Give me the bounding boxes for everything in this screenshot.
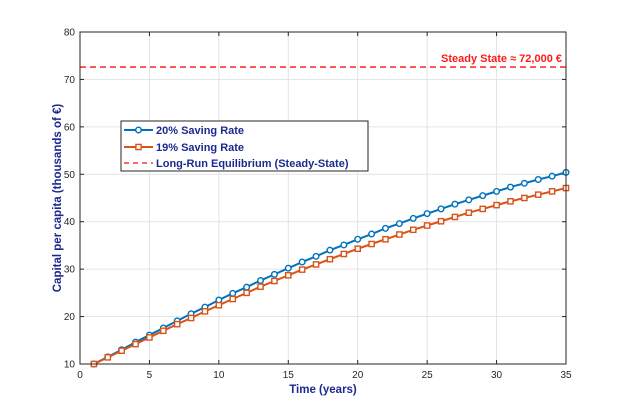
legend-label-20pct: 20% Saving Rate xyxy=(156,125,244,137)
marker-19pct xyxy=(243,289,250,297)
marker-19pct xyxy=(493,201,500,209)
plot-frame xyxy=(79,31,567,365)
x-tick-label: 5 xyxy=(147,370,153,381)
marker-19pct xyxy=(104,354,112,361)
x-tick-label: 30 xyxy=(491,370,503,381)
x-tick-label: 25 xyxy=(422,370,434,381)
marker-19pct xyxy=(271,277,278,285)
y-tick-label: 80 xyxy=(64,28,76,39)
marker-19pct xyxy=(479,205,486,213)
marker-19pct xyxy=(396,231,403,238)
marker-20pct xyxy=(270,270,278,278)
marker-20pct xyxy=(229,289,237,297)
marker-19pct xyxy=(146,334,153,341)
marker-20pct xyxy=(243,283,251,291)
legend-box xyxy=(120,120,369,172)
marker-20pct xyxy=(437,205,445,213)
y-tick-label: 10 xyxy=(64,360,76,371)
marker-19pct xyxy=(451,213,459,221)
marker-19pct xyxy=(132,340,139,348)
x-tick-label: 10 xyxy=(213,370,225,381)
legend: 20% Saving Rate 19% Saving Rate Long-Run… xyxy=(120,120,369,172)
y-tick-label: 60 xyxy=(64,122,76,133)
steady-state-annotation: Steady State ≈ 72,000 € xyxy=(441,53,562,65)
marker-20pct xyxy=(298,258,306,266)
marker-20pct xyxy=(534,176,542,184)
marker-19pct xyxy=(354,245,362,253)
legend-label-steady-state: Long-Run Equilibrium (Steady-State) xyxy=(156,158,349,170)
marker-20pct xyxy=(493,187,501,195)
marker-20pct xyxy=(451,200,459,208)
marker-19pct xyxy=(521,194,528,202)
marker-20pct xyxy=(326,246,334,254)
marker-20pct xyxy=(409,214,417,222)
marker-20pct xyxy=(381,224,389,232)
marker-19pct xyxy=(118,347,125,355)
marker-19pct xyxy=(534,191,542,198)
marker-20pct xyxy=(284,264,292,272)
legend-circle-marker-icon xyxy=(134,126,142,134)
y-tick-label: 50 xyxy=(64,170,76,181)
marker-20pct xyxy=(257,277,265,285)
marker-19pct xyxy=(423,222,431,229)
grid xyxy=(79,31,567,365)
y-tick-label: 20 xyxy=(64,312,76,323)
marker-20pct xyxy=(506,183,514,191)
marker-19pct xyxy=(298,266,306,273)
marker-19pct xyxy=(340,250,348,258)
y-tick-label: 40 xyxy=(64,217,76,228)
tick-labels: 0 5 10 15 20 25 30 35 10 20 30 40 50 60 70 80 xyxy=(64,28,572,382)
y-tick-label: 70 xyxy=(64,75,76,86)
marker-20pct xyxy=(368,230,376,238)
marker-19pct xyxy=(201,308,209,315)
marker-20pct xyxy=(312,252,320,260)
plot-background xyxy=(80,32,566,364)
marker-19pct xyxy=(548,188,556,195)
x-tick-label: 35 xyxy=(560,370,572,381)
marker-19pct xyxy=(507,198,514,205)
marker-19pct xyxy=(284,272,292,279)
marker-20pct xyxy=(340,241,348,249)
x-tick-label: 20 xyxy=(352,370,364,381)
marker-19pct xyxy=(173,320,181,328)
marker-20pct xyxy=(479,192,487,200)
marker-19pct xyxy=(215,301,223,309)
marker-19pct xyxy=(312,261,320,268)
marker-19pct xyxy=(382,235,389,243)
marker-19pct xyxy=(465,209,473,217)
legend-label-19pct: 19% Saving Rate xyxy=(156,142,244,154)
marker-19pct xyxy=(437,217,445,225)
y-axis-label: Capital per capita (thousands of €) xyxy=(52,104,64,293)
y-tick-label: 30 xyxy=(64,265,76,276)
x-tick-label: 15 xyxy=(283,370,295,381)
x-tick-label: 0 xyxy=(77,370,83,381)
marker-20pct xyxy=(548,172,556,180)
x-axis-label: Time (years) xyxy=(289,384,357,396)
marker-20pct xyxy=(354,235,362,243)
marker-20pct xyxy=(423,210,431,218)
marker-19pct xyxy=(257,283,264,290)
marker-19pct xyxy=(160,327,167,335)
marker-19pct xyxy=(229,295,237,303)
marker-19pct xyxy=(187,314,195,322)
marker-19pct xyxy=(409,226,417,234)
marker-20pct xyxy=(465,196,473,204)
legend-square-marker-icon xyxy=(135,143,142,151)
marker-19pct xyxy=(326,255,334,263)
marker-19pct xyxy=(368,240,375,248)
marker-20pct xyxy=(520,179,528,187)
marker-20pct xyxy=(395,220,403,228)
